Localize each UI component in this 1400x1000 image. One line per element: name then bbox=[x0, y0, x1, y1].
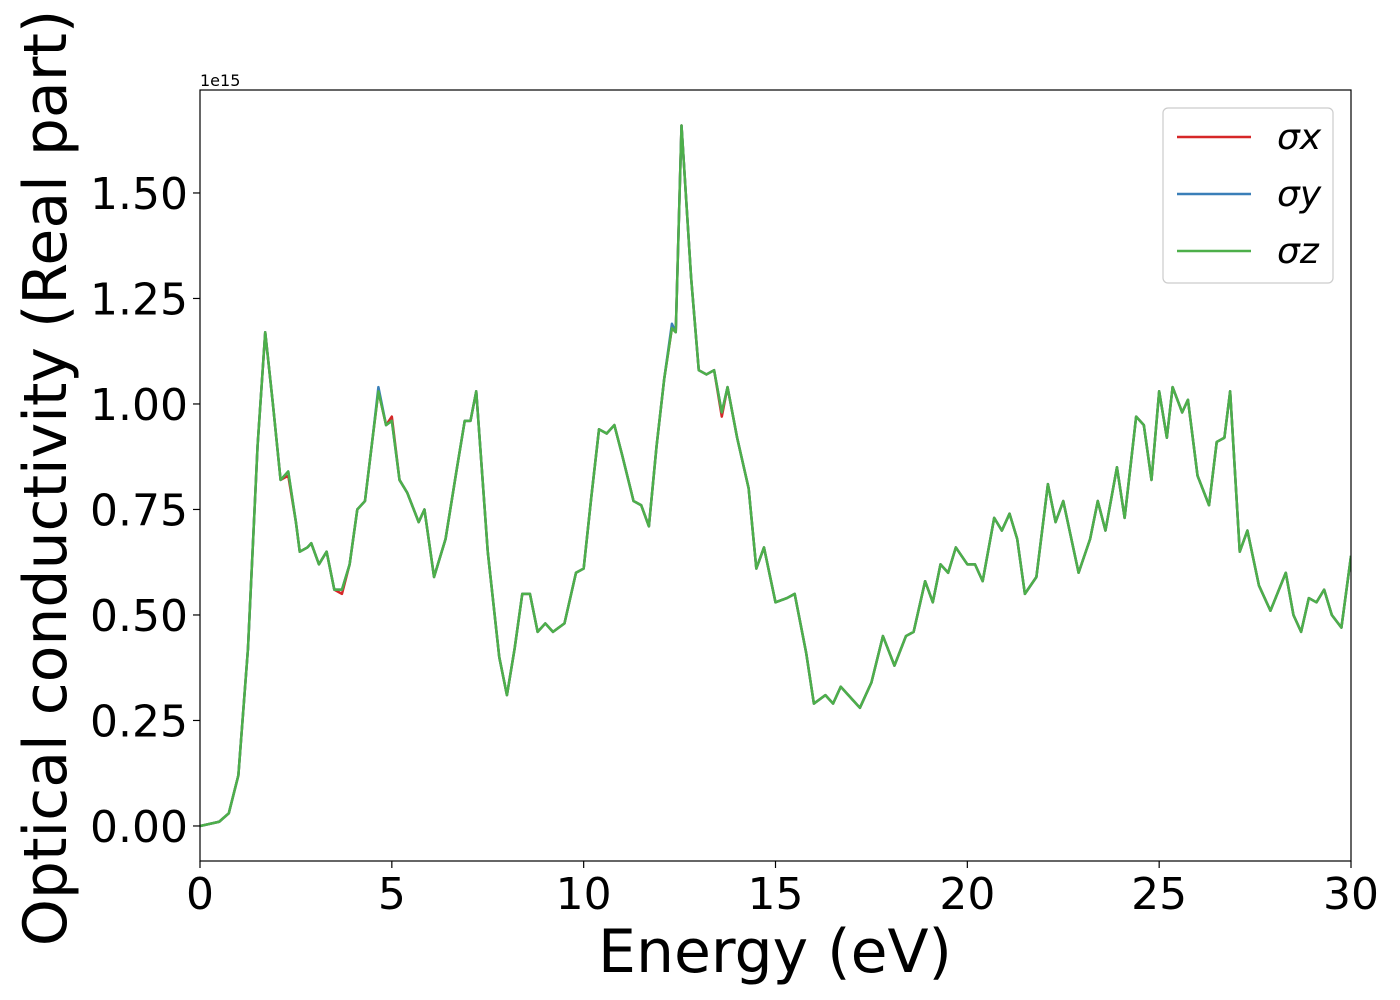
x-tick-label: 30 bbox=[1323, 869, 1379, 920]
legend-label: σy bbox=[1277, 174, 1322, 215]
y-tick-label: 1.25 bbox=[90, 274, 188, 325]
x-tick-label: 10 bbox=[556, 869, 612, 920]
x-axis-label: Energy (eV) bbox=[598, 917, 952, 987]
y-tick-label: 0.75 bbox=[90, 485, 188, 536]
x-tick-label: 25 bbox=[1131, 869, 1187, 920]
x-tick-label: 5 bbox=[378, 869, 406, 920]
x-tick-label: 0 bbox=[186, 869, 214, 920]
x-tick-label: 20 bbox=[939, 869, 995, 920]
plot-frame bbox=[199, 89, 1352, 862]
y-tick-label: 0.50 bbox=[90, 591, 188, 642]
y-tick-label: 0.00 bbox=[90, 802, 188, 853]
y-tick-label: 1.50 bbox=[90, 169, 188, 220]
y-tick-label: 1.00 bbox=[90, 380, 188, 431]
series-line bbox=[200, 124, 1351, 828]
x-tick-label: 15 bbox=[748, 869, 804, 920]
legend-label: σx bbox=[1277, 117, 1322, 158]
legend-box bbox=[1162, 107, 1334, 284]
y-axis-label: Optical conductivity (Real part) bbox=[11, 10, 81, 947]
legend-label: σz bbox=[1277, 231, 1320, 272]
y-tick-label: 0.25 bbox=[90, 696, 188, 747]
offset-label: 1e15 bbox=[200, 71, 240, 90]
